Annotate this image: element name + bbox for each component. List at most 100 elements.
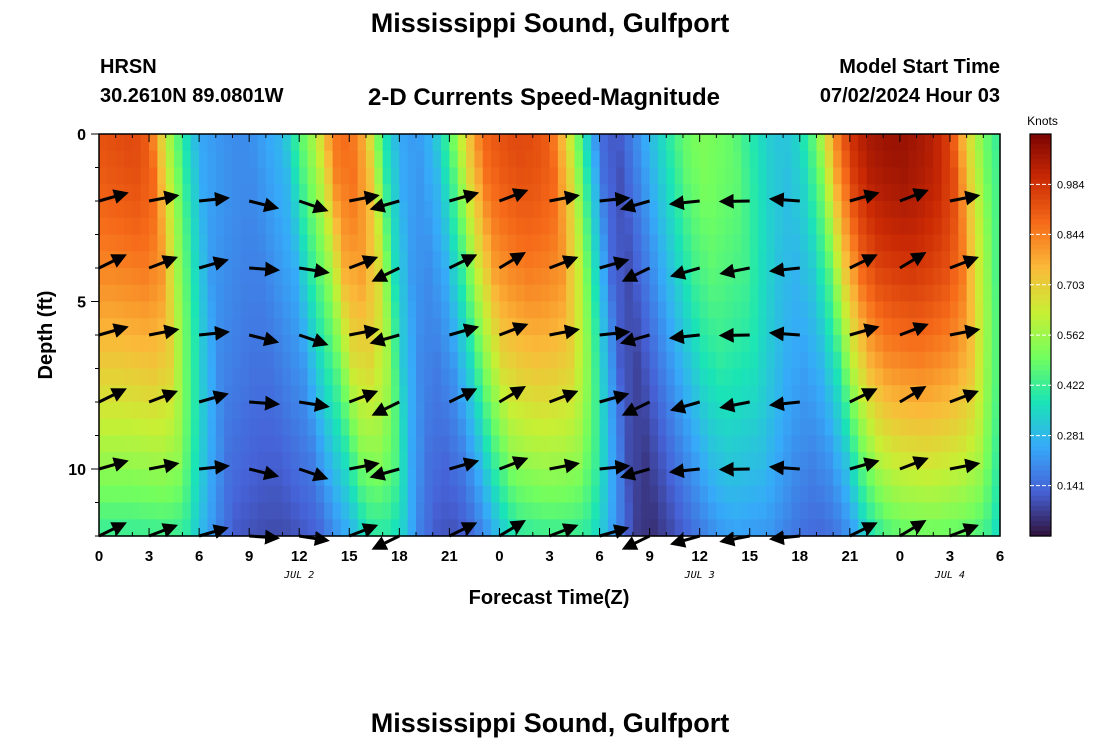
heat-cell xyxy=(474,201,484,219)
heat-cell xyxy=(824,485,834,504)
heat-cell xyxy=(866,435,876,453)
heat-cell xyxy=(574,234,584,252)
heat-cell xyxy=(566,351,576,370)
heat-cell xyxy=(541,485,551,504)
heat-cell xyxy=(674,385,684,403)
heat-cell xyxy=(449,217,459,236)
heat-cell xyxy=(165,418,175,437)
heat-cell xyxy=(607,150,617,169)
heat-cell xyxy=(299,418,309,437)
heat-cell xyxy=(983,184,993,202)
heat-cell xyxy=(766,351,776,370)
heat-cell xyxy=(416,268,425,286)
heat-cell xyxy=(724,234,734,252)
heat-cell xyxy=(99,385,108,403)
heat-cell xyxy=(607,217,617,236)
heat-cell xyxy=(290,335,300,353)
heat-cell xyxy=(916,150,926,169)
heat-cell xyxy=(991,502,1001,520)
heat-cell xyxy=(791,184,801,202)
heat-cell xyxy=(641,335,651,353)
heat-cell xyxy=(416,318,425,336)
heat-cell xyxy=(507,452,517,470)
heat-cell xyxy=(699,335,709,353)
current-vector xyxy=(949,190,981,206)
heat-cell xyxy=(407,485,417,504)
heat-cell xyxy=(399,251,409,269)
heat-cell xyxy=(624,134,634,152)
heat-cell xyxy=(741,368,751,386)
heat-cell xyxy=(299,519,309,537)
heat-cell xyxy=(599,452,609,470)
colorbar-cell xyxy=(1030,154,1051,160)
heat-cell xyxy=(416,469,425,487)
heat-cell xyxy=(557,519,567,537)
current-vector xyxy=(849,254,878,270)
heat-cell xyxy=(190,318,200,336)
heat-cell xyxy=(816,418,826,437)
heat-cell xyxy=(357,150,367,169)
heat-cell xyxy=(232,251,242,269)
colorbar-cell xyxy=(1030,410,1051,417)
heat-cell xyxy=(499,284,509,303)
heat-cell xyxy=(349,150,359,169)
heat-cell xyxy=(215,435,225,453)
heat-cell xyxy=(432,485,442,504)
heat-cell xyxy=(933,217,943,236)
heat-cell xyxy=(416,184,425,202)
heat-cell xyxy=(958,201,968,219)
heat-cell xyxy=(908,418,918,437)
heat-cell xyxy=(390,184,400,202)
heat-cell xyxy=(466,284,476,303)
colorbar-tick-label: 0.281 xyxy=(1057,431,1085,443)
heat-cell xyxy=(140,351,150,370)
heat-cell xyxy=(883,335,893,353)
heat-cell xyxy=(99,284,108,303)
heat-cell xyxy=(165,167,175,185)
heat-cell xyxy=(149,150,158,169)
heat-cell xyxy=(407,318,417,336)
heat-cell xyxy=(124,502,133,520)
heat-cell xyxy=(841,435,851,453)
current-vector xyxy=(669,399,701,414)
current-vector xyxy=(148,389,179,404)
heat-cell xyxy=(390,150,400,169)
heat-cell xyxy=(674,519,684,537)
heat-cell xyxy=(174,201,184,219)
heat-cell xyxy=(132,485,142,504)
heat-cell xyxy=(507,201,517,219)
heat-cell xyxy=(883,301,893,319)
heat-cell xyxy=(849,402,859,420)
heat-cell xyxy=(641,435,651,453)
heat-cell xyxy=(424,452,434,470)
heat-cell xyxy=(157,234,167,252)
heat-cell xyxy=(566,234,576,252)
heat-cell xyxy=(165,402,175,420)
heat-cell xyxy=(174,184,184,202)
colorbar-tick-label: 0.141 xyxy=(1057,481,1085,493)
heat-cell xyxy=(416,418,425,437)
heat-cell xyxy=(240,469,250,487)
heat-cell xyxy=(766,251,776,269)
heat-cell xyxy=(215,234,225,252)
heat-cell xyxy=(607,234,617,252)
heat-cell xyxy=(866,368,876,386)
heat-cell xyxy=(365,351,375,370)
heat-cell xyxy=(174,217,184,236)
heat-cell xyxy=(824,167,834,185)
heat-cell xyxy=(774,335,784,353)
heat-cell xyxy=(657,167,667,185)
heat-cell xyxy=(582,469,592,487)
heat-cell xyxy=(599,251,609,269)
heat-cell xyxy=(299,201,309,219)
heat-cell xyxy=(974,402,984,420)
heat-cell xyxy=(282,519,292,537)
heat-cell xyxy=(949,335,959,353)
heat-cell xyxy=(140,234,150,252)
heat-cell xyxy=(749,318,759,336)
heat-cell xyxy=(182,284,192,303)
heat-cell xyxy=(624,351,634,370)
current-vector xyxy=(498,188,529,203)
heat-cell xyxy=(774,251,784,269)
heat-cell xyxy=(399,335,409,353)
